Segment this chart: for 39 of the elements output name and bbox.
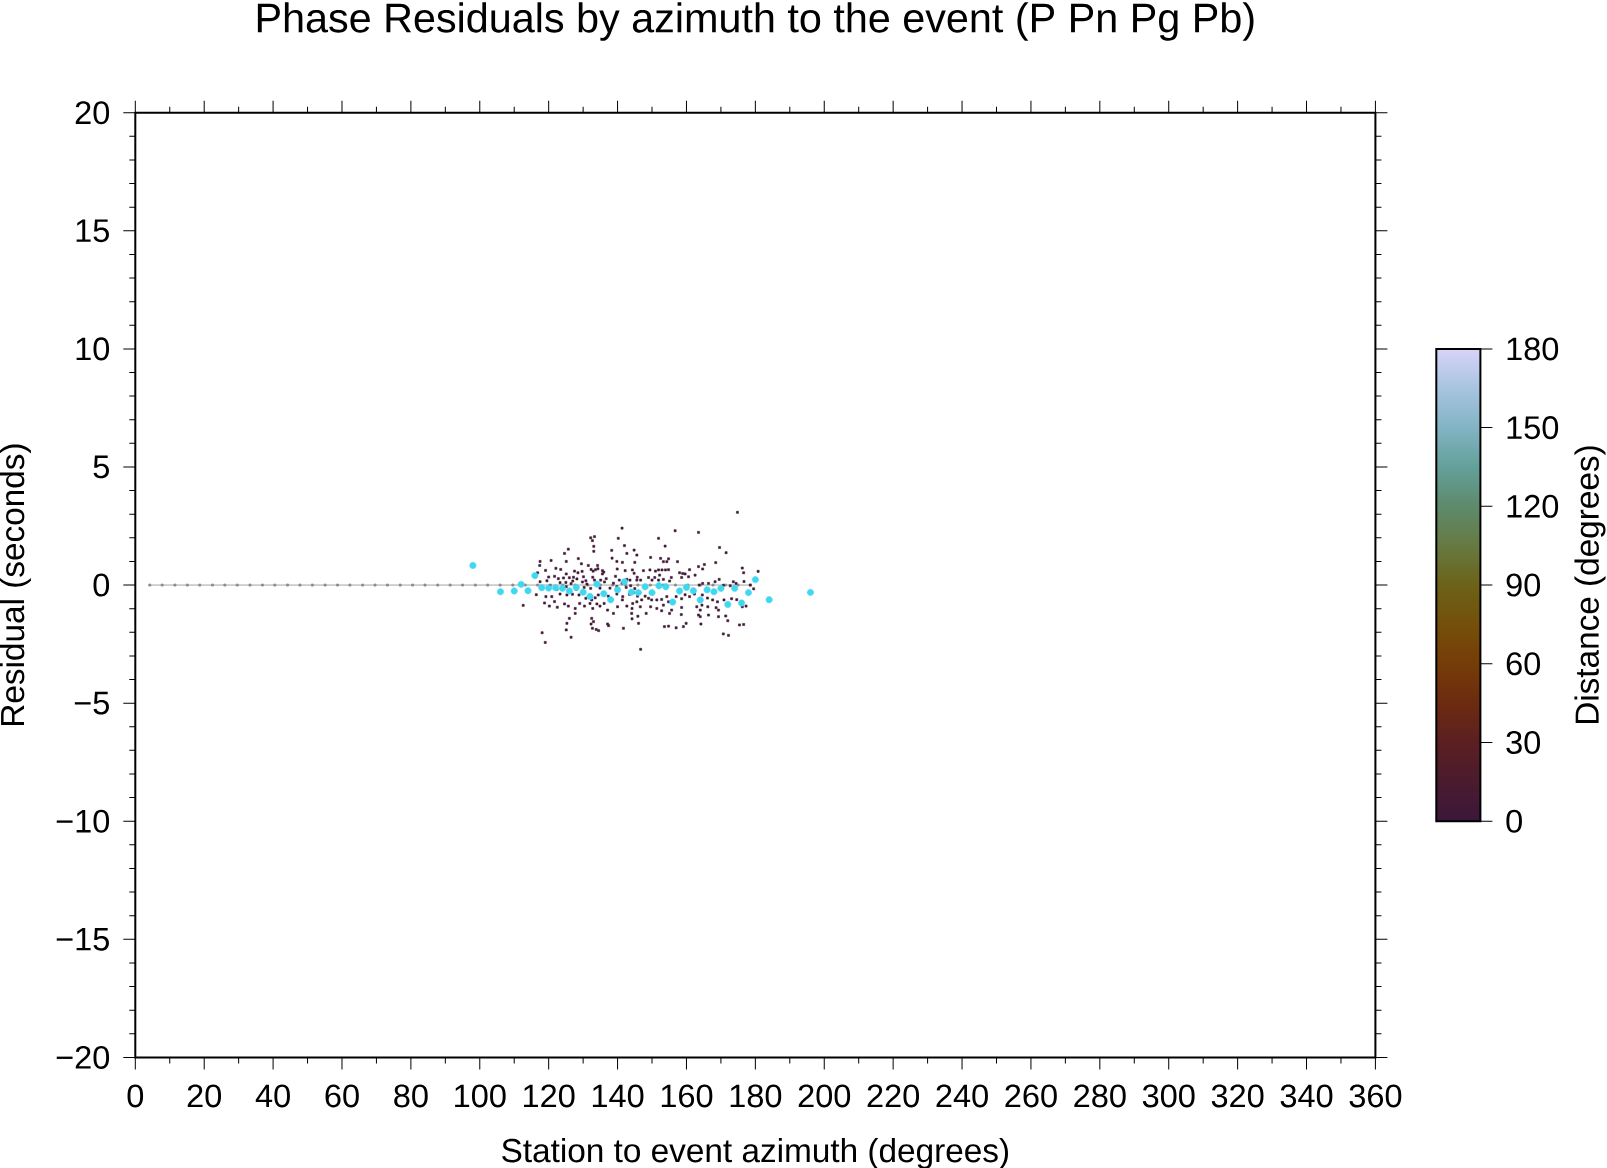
color-bar-label: 120 <box>1507 494 1559 518</box>
x-tick-label: 340 <box>1280 1084 1333 1108</box>
y-tick-label: 15 <box>76 219 109 243</box>
x-tick-label: 280 <box>1074 1084 1126 1108</box>
chart-title: Phase Residuals by azimuth to the event (P Pn Pg Pb) <box>257 2 1254 41</box>
y-tick-label: −20 <box>56 1045 110 1069</box>
x-tick-label: 200 <box>798 1084 851 1108</box>
x-tick-label: 260 <box>1005 1084 1057 1108</box>
x-tick-label: 60 <box>325 1084 359 1108</box>
x-tick-label: 360 <box>1349 1084 1402 1108</box>
color-bar-label: 150 <box>1507 416 1559 440</box>
x-tick-label: 40 <box>255 1084 290 1108</box>
x-tick-label: 320 <box>1211 1084 1264 1108</box>
y-axis-title: Residual (seconds) <box>0 444 31 725</box>
y-tick-label: 0 <box>93 573 110 597</box>
x-tick-label: 80 <box>394 1084 428 1108</box>
y-tick-label: 5 <box>93 455 109 479</box>
x-tick-label: 240 <box>936 1084 988 1108</box>
color-bar-label: 180 <box>1507 337 1559 361</box>
color-bar-label: 60 <box>1506 652 1541 676</box>
x-tick-label: 0 <box>127 1084 144 1108</box>
x-tick-label: 220 <box>867 1084 920 1108</box>
y-tick-label: −5 <box>74 691 109 715</box>
x-tick-label: 300 <box>1142 1084 1195 1108</box>
color-bar-label: 90 <box>1506 573 1541 597</box>
y-tick-label: 10 <box>76 337 110 361</box>
y-tick-label: 20 <box>75 101 110 125</box>
x-tick-label: 20 <box>187 1084 222 1108</box>
y-tick-label: −15 <box>56 927 109 951</box>
color-bar-label: 30 <box>1506 730 1541 754</box>
x-tick-label: 160 <box>661 1084 713 1108</box>
color-bar-title: Distance (degrees) <box>1574 446 1606 724</box>
color-bar-label: 0 <box>1506 809 1522 833</box>
x-tick-label: 100 <box>455 1084 506 1108</box>
x-tick-label: 180 <box>730 1084 782 1108</box>
x-axis-title: Station to event azimuth (degrees) <box>502 1137 1008 1168</box>
x-tick-label: 120 <box>524 1084 575 1108</box>
x-tick-label: 140 <box>592 1084 644 1108</box>
y-tick-label: −10 <box>56 809 110 833</box>
